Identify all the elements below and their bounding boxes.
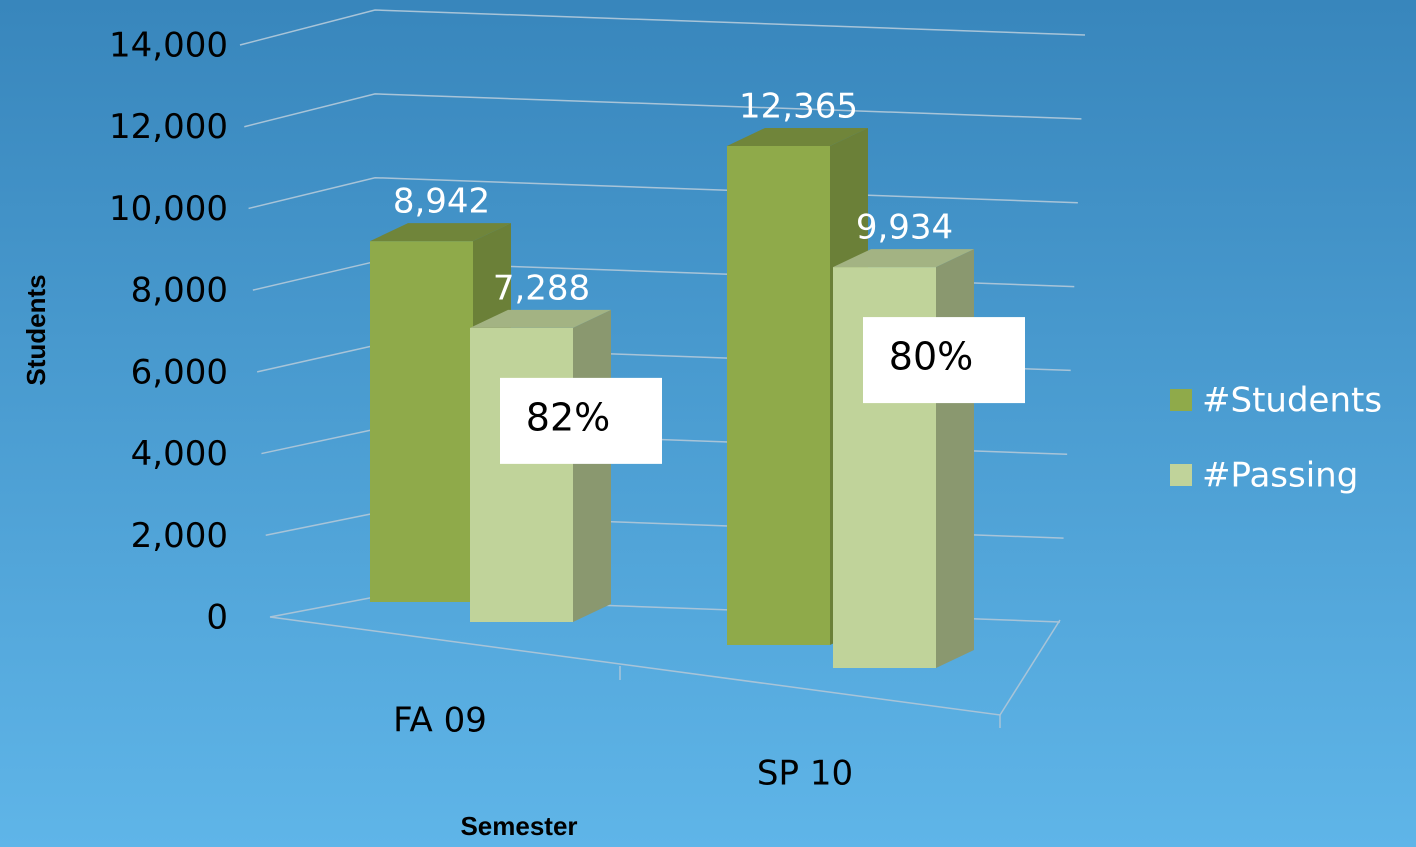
y-tick-label: 14,000 xyxy=(109,26,228,66)
grid-line xyxy=(244,93,1082,128)
x-tick-label: FA 09 xyxy=(393,701,487,741)
x-tick-label: SP 10 xyxy=(757,754,853,794)
y-tick-label: 6,000 xyxy=(131,352,228,392)
x-axis-title: Semester xyxy=(460,811,577,841)
legend-swatch xyxy=(1170,389,1192,411)
y-tick-label: 12,000 xyxy=(109,107,228,147)
y-tick-label: 10,000 xyxy=(109,189,228,229)
y-tick-label: 2,000 xyxy=(131,516,228,556)
bar-top xyxy=(833,249,974,268)
value-label: 8,942 xyxy=(393,182,490,222)
legend-label: #Students xyxy=(1202,381,1382,421)
annotation-box xyxy=(500,377,662,464)
y-tick-label: 8,000 xyxy=(131,271,228,311)
annotation: 80% xyxy=(889,335,973,379)
bar-top xyxy=(370,223,511,242)
bar xyxy=(370,241,473,602)
bar xyxy=(470,327,573,622)
y-tick-label: 4,000 xyxy=(131,434,228,474)
y-tick-label: 0 xyxy=(206,598,228,638)
value-label: 12,365 xyxy=(739,86,858,126)
bar-top xyxy=(727,127,868,146)
bar-side xyxy=(573,309,611,622)
annotation-box xyxy=(863,317,1025,404)
bar xyxy=(727,145,830,645)
annotation: 82% xyxy=(526,395,610,439)
legend-label: #Passing xyxy=(1202,456,1358,496)
bar-side xyxy=(936,249,974,668)
value-label: 7,288 xyxy=(493,268,590,308)
y-axis-title: Students xyxy=(21,274,51,385)
bar-top xyxy=(470,309,611,328)
legend-swatch xyxy=(1170,464,1192,486)
grid-line xyxy=(239,9,1086,46)
value-label: 9,934 xyxy=(856,208,953,248)
